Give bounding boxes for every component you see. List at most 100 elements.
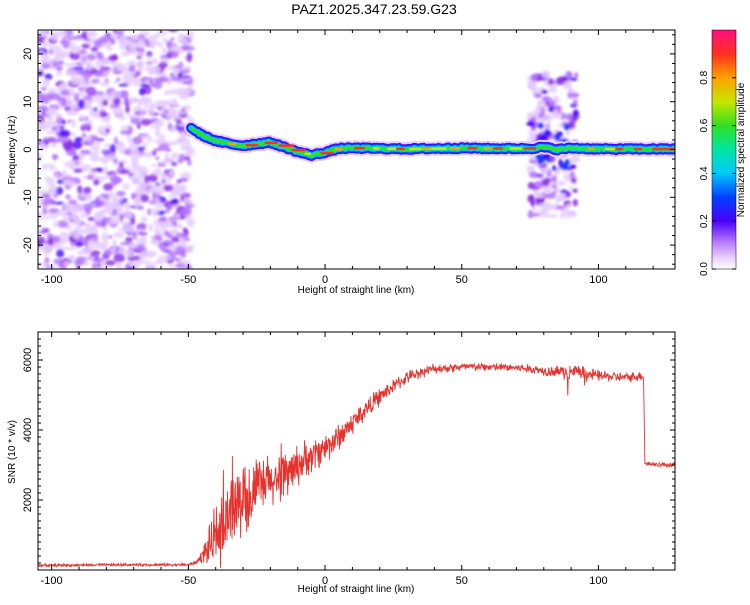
noise-blob	[50, 143, 56, 148]
noise-blob	[181, 192, 192, 199]
noise-blob	[71, 140, 83, 150]
noise-blob	[137, 146, 146, 150]
scatter-core-blob	[542, 153, 549, 160]
noise-blob	[80, 60, 92, 66]
noise-blob	[38, 262, 42, 268]
spectrogram-ylabel: Frequency (Hz)	[7, 116, 18, 185]
noise-blob	[168, 88, 179, 95]
noise-blob	[146, 56, 151, 60]
noise-blob	[168, 251, 179, 257]
x-tick-label: 50	[456, 274, 468, 286]
noise-blob	[113, 231, 125, 238]
noise-blob	[154, 182, 162, 187]
noise-blob	[82, 123, 90, 128]
scatter-blob	[548, 100, 556, 107]
x-tick-label: -50	[180, 274, 196, 286]
noise-blob	[102, 99, 109, 107]
noise-blob	[54, 173, 60, 179]
scatter-blob	[556, 180, 566, 187]
noise-blob	[149, 234, 156, 239]
noise-blob	[150, 239, 160, 245]
noise-blob	[180, 251, 187, 258]
noise-blob	[72, 104, 79, 109]
noise-blob	[42, 202, 49, 207]
noise-blob	[180, 239, 186, 248]
noise-blob	[120, 125, 126, 131]
noise-blob	[39, 140, 46, 149]
noise-blob	[120, 90, 129, 98]
noise-blob	[82, 140, 90, 146]
noise-blob	[84, 197, 91, 202]
noise-blob	[90, 154, 100, 162]
noise-blob	[180, 131, 186, 139]
noise-blob	[100, 112, 109, 117]
noise-blob	[117, 247, 128, 256]
colorbar-tick-label: 0.2	[699, 214, 710, 228]
noise-blob	[116, 63, 127, 69]
noise-cloud	[38, 30, 196, 269]
ridge	[184, 120, 675, 163]
noise-blob	[38, 190, 48, 195]
noise-blob	[83, 186, 92, 194]
noise-blob	[94, 72, 102, 77]
noise-blob	[38, 211, 43, 221]
noise-blob	[69, 52, 81, 61]
scatter-blob	[565, 191, 572, 198]
noise-blob	[48, 208, 59, 214]
noise-blob	[112, 68, 123, 75]
noise-blob	[139, 83, 150, 88]
noise-blob	[42, 197, 54, 204]
scatter-blob	[535, 173, 544, 179]
noise-blob	[87, 134, 92, 143]
scatter-blob	[533, 180, 544, 189]
noise-blob	[100, 149, 113, 155]
y-tick-label: 20	[22, 48, 34, 60]
noise-blob	[90, 46, 99, 53]
noise-blob	[81, 30, 89, 39]
noise-blob	[157, 42, 164, 48]
noise-blob	[136, 122, 141, 130]
noise-blob	[138, 87, 146, 96]
scatter-blob	[572, 188, 578, 193]
noise-blob	[38, 230, 47, 235]
noise-blob	[42, 56, 52, 64]
noise-blob	[49, 264, 57, 269]
noise-blob	[94, 211, 101, 219]
noise-blob	[134, 187, 143, 197]
noise-blob	[42, 206, 48, 215]
noise-blob	[170, 229, 178, 237]
scatter-blob	[553, 187, 561, 193]
noise-blob	[169, 112, 176, 116]
noise-blob	[96, 51, 102, 60]
noise-blob	[125, 213, 133, 219]
noise-blob	[187, 203, 195, 208]
noise-blob	[115, 191, 126, 197]
scatter-core-blob	[569, 164, 577, 169]
noise-blob	[65, 194, 71, 200]
x-tick-label: 0	[322, 274, 328, 286]
scatter-blob	[545, 101, 550, 106]
noise-blob	[125, 236, 133, 243]
noise-blob	[188, 84, 194, 89]
noise-blob	[165, 40, 173, 49]
noise-blob	[154, 100, 166, 104]
scatter-blob	[530, 79, 535, 89]
noise-blob	[119, 45, 126, 51]
noise-blob	[160, 133, 165, 140]
noise-blob	[67, 119, 72, 124]
noise-blob	[159, 76, 166, 81]
noise-blob	[177, 72, 184, 77]
noise-blob	[84, 38, 91, 42]
noise-blob	[66, 246, 77, 251]
noise-blob	[128, 64, 136, 73]
scatter-blob	[526, 121, 536, 127]
noise-blob	[154, 126, 161, 135]
noise-blob	[181, 44, 190, 51]
noise-blob	[122, 183, 131, 190]
noise-blob	[45, 130, 56, 135]
noise-blob	[127, 44, 137, 54]
noise-blob	[147, 106, 155, 115]
noise-blob	[112, 239, 117, 249]
noise-blob	[63, 160, 76, 169]
snr-series-line	[38, 361, 675, 568]
